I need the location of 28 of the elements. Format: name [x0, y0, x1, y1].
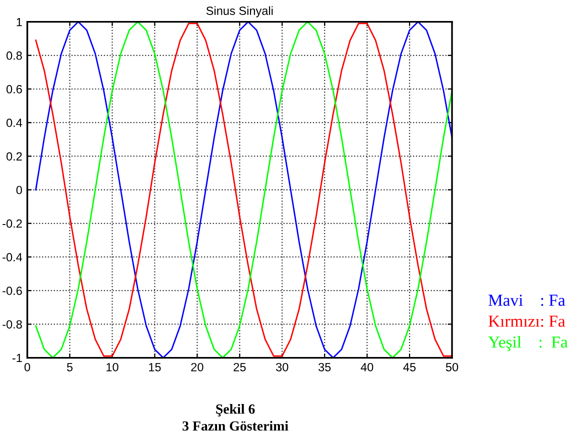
text: Mavi : Fa [488, 294, 566, 306]
y-tick-label: -1 [12, 354, 22, 362]
y-tick-label: -0.2 [2, 219, 22, 228]
x-tick-label: 5 [66, 363, 73, 372]
x-tick-label: 35 [318, 362, 331, 372]
y-tick-label: 0.4 [6, 118, 22, 127]
x-tick-label: 45 [403, 363, 416, 372]
x-tick-label: 0 [24, 362, 30, 372]
y-tick-label: -0.4 [2, 253, 22, 262]
x-tick-label: 20 [191, 362, 204, 372]
x-tick-label: 15 [149, 363, 161, 372]
text: Yeşil : Fa [488, 336, 568, 352]
text: Kırmızı: Fa [488, 316, 566, 327]
x-tick-label: 40 [360, 362, 374, 372]
y-tick-label: 1 [16, 18, 22, 26]
x-tick-label: 30 [276, 362, 288, 372]
text: Şekil 6 [216, 404, 255, 416]
x-tick-label: 50 [446, 362, 458, 372]
chart-title: Sinus Sinyali [206, 6, 273, 18]
text: 3 Fazın Gösterimi [182, 420, 288, 431]
y-tick-label: 0.2 [6, 152, 22, 161]
y-tick-label: 0 [16, 186, 22, 194]
y-tick-label: -0.8 [2, 320, 22, 329]
y-tick-label: 0.8 [6, 51, 22, 60]
y-tick-label: 0.6 [6, 85, 22, 94]
x-tick-label: 25 [234, 362, 246, 372]
y-tick-label: -0.6 [2, 286, 22, 295]
x-tick-label: 10 [106, 362, 118, 372]
